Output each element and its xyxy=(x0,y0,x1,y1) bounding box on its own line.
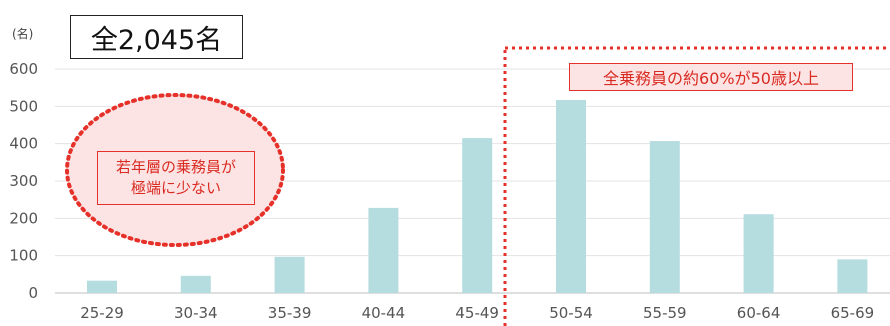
bar-30-34 xyxy=(181,276,211,293)
y-tick-label: 400 xyxy=(9,135,38,153)
y-tick-label: 600 xyxy=(9,60,38,78)
x-tick-label: 30-34 xyxy=(174,304,218,322)
y-tick-label: 500 xyxy=(9,97,38,115)
younger-annotation-line2: 極端に少ない xyxy=(131,178,221,199)
older-annotation: 全乗務員の約60%が50歳以上 xyxy=(569,63,853,91)
y-unit-label: (名) xyxy=(12,26,33,41)
y-tick-label: 0 xyxy=(28,284,38,302)
x-tick-label: 60-64 xyxy=(737,304,781,322)
x-tick-label: 65-69 xyxy=(831,304,875,322)
bar-55-59 xyxy=(650,141,680,293)
total-count-box: 全2,045名 xyxy=(70,15,243,59)
bar-35-39 xyxy=(275,257,305,293)
x-tick-label: 25-29 xyxy=(80,304,124,322)
y-tick-label: 100 xyxy=(9,247,38,265)
bar-65-69 xyxy=(837,259,867,293)
x-tick-label: 35-39 xyxy=(268,304,312,322)
x-tick-label: 55-59 xyxy=(643,304,687,322)
bar-40-44 xyxy=(368,208,398,293)
bar-60-64 xyxy=(744,214,774,293)
x-tick-label: 50-54 xyxy=(549,304,593,322)
x-axis-ticks: 25-29 30-34 35-39 40-44 45-49 50-54 55-59 60-64… xyxy=(80,304,874,322)
bar-25-29 xyxy=(87,281,117,293)
y-tick-label: 200 xyxy=(9,209,38,227)
bar-50-54 xyxy=(556,100,586,293)
younger-annotation: 若年層の乗務員が 極端に少ない xyxy=(97,151,255,205)
x-tick-label: 40-44 xyxy=(362,304,406,322)
y-axis-ticks: 0 100 200 300 400 500 600 xyxy=(9,60,38,302)
x-tick-label: 45-49 xyxy=(455,304,499,322)
bar-45-49 xyxy=(462,138,492,293)
younger-annotation-line1: 若年層の乗務員が xyxy=(116,157,236,178)
y-tick-label: 300 xyxy=(9,172,38,190)
